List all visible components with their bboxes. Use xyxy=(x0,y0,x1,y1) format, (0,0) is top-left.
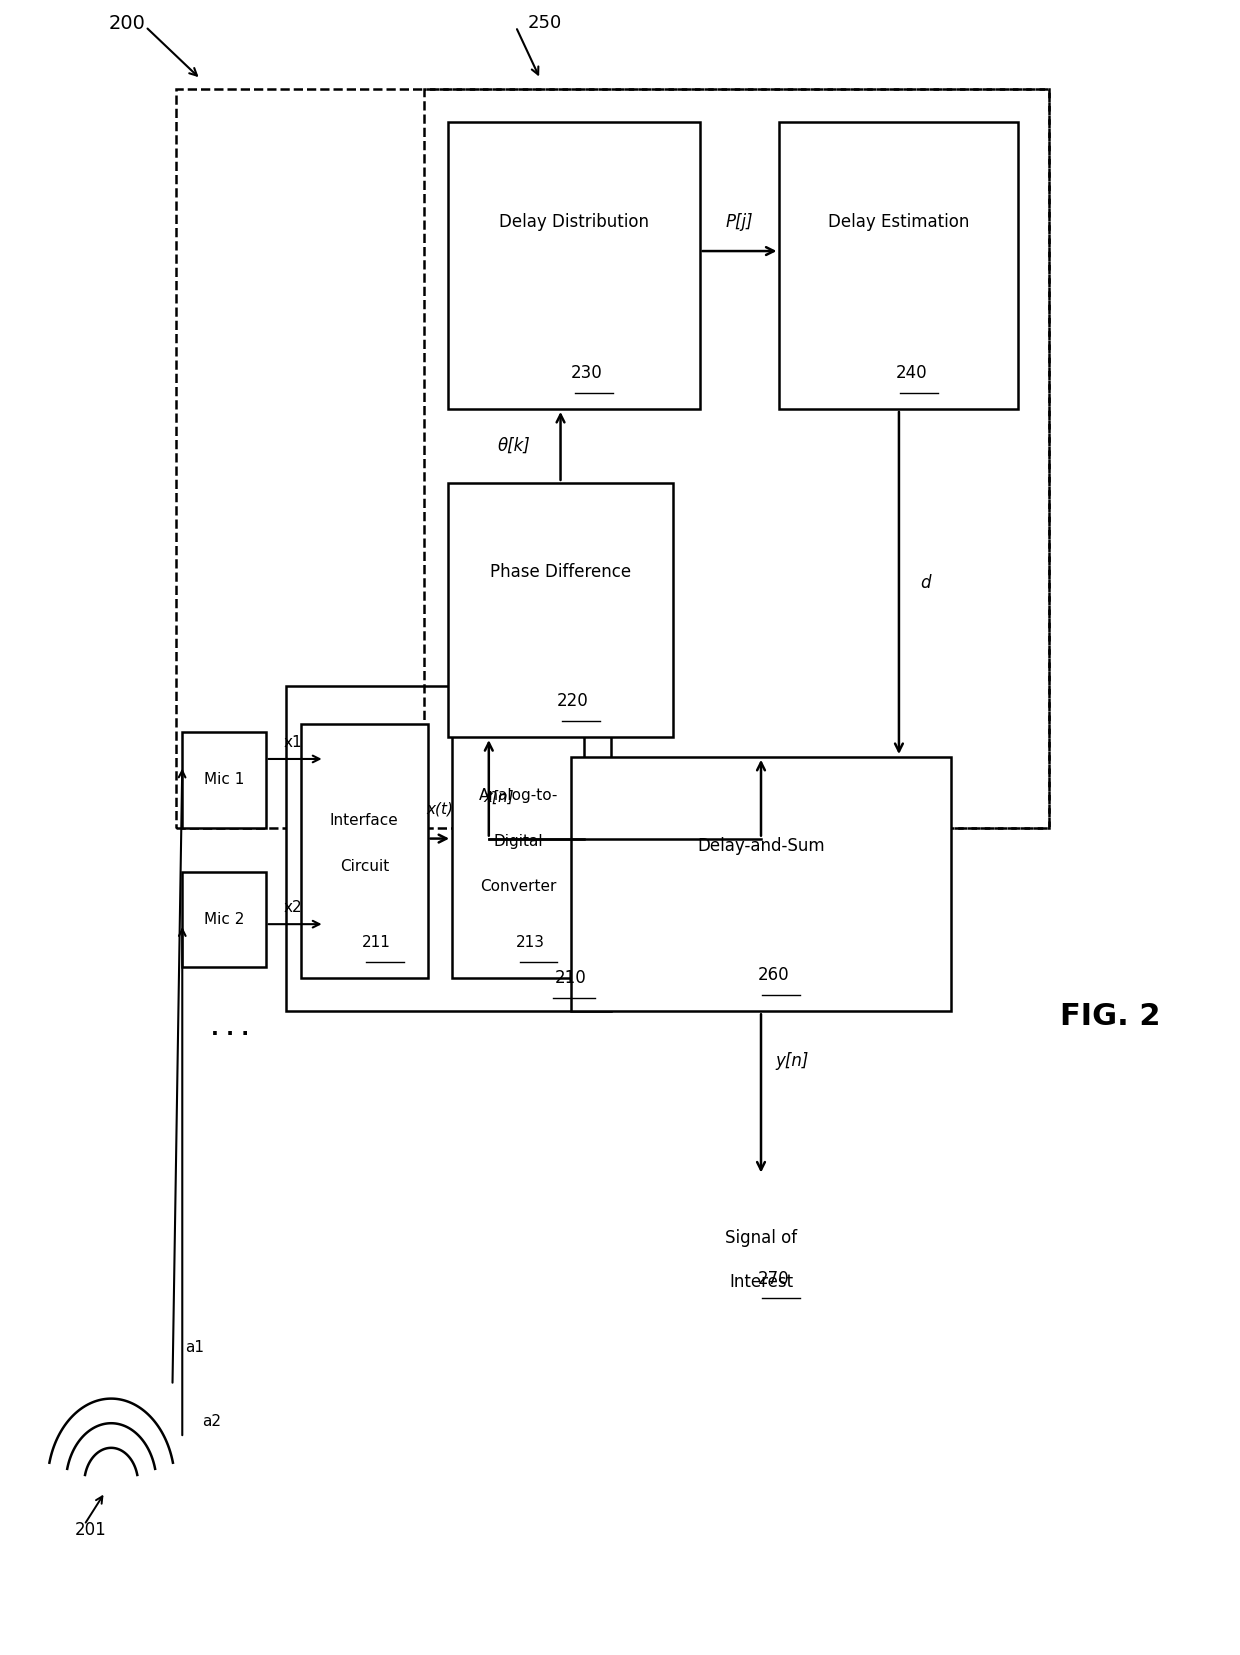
Text: a2: a2 xyxy=(202,1413,221,1428)
Text: 213: 213 xyxy=(516,935,546,950)
Text: 211: 211 xyxy=(362,935,391,950)
Text: x(t): x(t) xyxy=(427,801,454,816)
Text: Analog-to-: Analog-to- xyxy=(479,788,558,803)
Text: x2: x2 xyxy=(283,900,303,915)
Bar xyxy=(176,89,1049,828)
Bar xyxy=(453,725,584,978)
Text: x1: x1 xyxy=(283,735,303,750)
Text: FIG. 2: FIG. 2 xyxy=(1060,1001,1161,1031)
Text: 220: 220 xyxy=(557,692,589,710)
Text: 230: 230 xyxy=(570,364,603,382)
Text: 240: 240 xyxy=(895,364,928,382)
Text: Delay-and-Sum: Delay-and-Sum xyxy=(697,837,825,856)
Bar xyxy=(449,122,699,409)
Text: Phase Difference: Phase Difference xyxy=(490,563,631,581)
Text: Mic 1: Mic 1 xyxy=(203,773,244,788)
Text: Delay Distribution: Delay Distribution xyxy=(498,213,649,232)
Text: P[j]: P[j] xyxy=(725,212,754,230)
Text: Circuit: Circuit xyxy=(340,859,389,874)
Text: d: d xyxy=(920,574,931,592)
Text: 201: 201 xyxy=(74,1521,107,1539)
Bar xyxy=(182,732,265,828)
Text: Interest: Interest xyxy=(729,1273,794,1291)
Text: Converter: Converter xyxy=(480,879,557,894)
Text: 200: 200 xyxy=(109,13,145,33)
Text: Interface: Interface xyxy=(330,813,399,828)
Text: y[n]: y[n] xyxy=(775,1051,808,1069)
Text: 210: 210 xyxy=(556,970,587,988)
Bar xyxy=(301,725,428,978)
Text: a1: a1 xyxy=(185,1341,205,1355)
Text: 250: 250 xyxy=(528,15,562,33)
Text: Digital: Digital xyxy=(494,834,543,849)
Bar xyxy=(424,89,1049,828)
Text: . . .: . . . xyxy=(211,1019,249,1039)
Bar xyxy=(286,687,611,1011)
Text: Delay Estimation: Delay Estimation xyxy=(828,213,970,232)
Bar xyxy=(570,756,951,1011)
Text: 270: 270 xyxy=(758,1269,789,1288)
Text: x[n]: x[n] xyxy=(484,789,513,804)
Text: θ[k]: θ[k] xyxy=(497,437,531,455)
Bar xyxy=(780,122,1018,409)
Text: Signal of: Signal of xyxy=(725,1228,797,1246)
Bar xyxy=(449,483,673,736)
Bar xyxy=(182,872,265,967)
Text: Mic 2: Mic 2 xyxy=(203,912,244,927)
Text: 260: 260 xyxy=(758,967,789,985)
